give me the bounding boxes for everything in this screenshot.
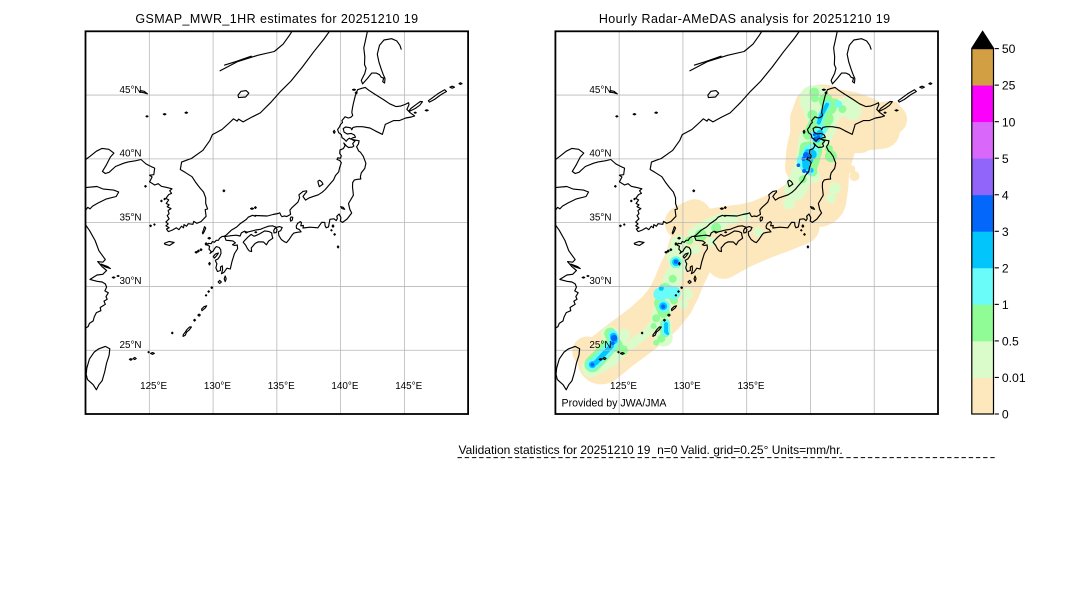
svg-text:125°E: 125°E bbox=[140, 381, 167, 392]
svg-text:2: 2 bbox=[1002, 261, 1009, 275]
svg-text:25: 25 bbox=[1002, 79, 1016, 93]
svg-text:45°N: 45°N bbox=[589, 85, 611, 96]
svg-text:145°E: 145°E bbox=[395, 381, 422, 392]
svg-text:1: 1 bbox=[1002, 298, 1009, 312]
svg-text:130°E: 130°E bbox=[204, 381, 231, 392]
svg-text:10: 10 bbox=[1002, 115, 1016, 129]
svg-text:30°N: 30°N bbox=[589, 276, 611, 287]
svg-text:50: 50 bbox=[1002, 42, 1016, 56]
svg-text:45°N: 45°N bbox=[120, 85, 142, 96]
svg-text:135°E: 135°E bbox=[268, 381, 295, 392]
svg-text:35°N: 35°N bbox=[120, 213, 142, 224]
svg-text:135°E: 135°E bbox=[737, 381, 764, 392]
svg-text:Validation statistics for 2025: Validation statistics for 20251210 19 n=… bbox=[459, 443, 843, 457]
svg-text:Provided by JWA/JMA: Provided by JWA/JMA bbox=[562, 398, 668, 410]
svg-text:35°N: 35°N bbox=[589, 213, 611, 224]
svg-text:0: 0 bbox=[1002, 408, 1009, 422]
svg-text:4: 4 bbox=[1002, 188, 1009, 202]
svg-text:0.01: 0.01 bbox=[1002, 371, 1026, 385]
svg-text:40°N: 40°N bbox=[120, 149, 142, 160]
svg-text:3: 3 bbox=[1002, 225, 1009, 239]
svg-text:125°E: 125°E bbox=[610, 381, 637, 392]
svg-text:130°E: 130°E bbox=[674, 381, 701, 392]
svg-text:Hourly Radar-AMeDAS analysis f: Hourly Radar-AMeDAS analysis for 2025121… bbox=[599, 12, 891, 26]
svg-text:25°N: 25°N bbox=[589, 340, 611, 351]
svg-text:40°N: 40°N bbox=[589, 149, 611, 160]
svg-text:5: 5 bbox=[1002, 152, 1009, 166]
svg-text:140°E: 140°E bbox=[331, 381, 358, 392]
svg-text:25°N: 25°N bbox=[120, 340, 142, 351]
svg-text:0.5: 0.5 bbox=[1002, 335, 1019, 349]
svg-text:GSMAP_MWR_1HR estimates for 20: GSMAP_MWR_1HR estimates for 20251210 19 bbox=[135, 12, 418, 26]
svg-text:30°N: 30°N bbox=[120, 276, 142, 287]
